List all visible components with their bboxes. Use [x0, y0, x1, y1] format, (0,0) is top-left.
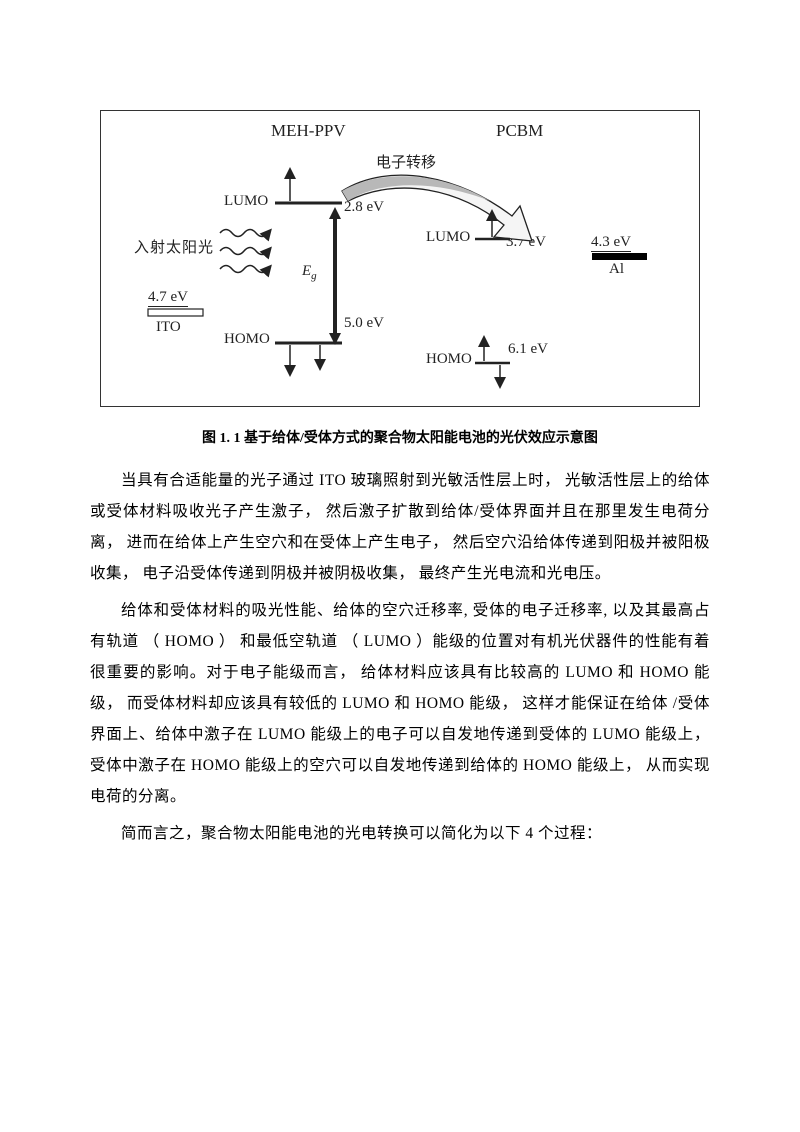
- paragraph-2: 给体和受体材料的吸光性能、给体的空穴迁移率, 受体的电子迁移率, 以及其最高占有…: [90, 595, 710, 812]
- body-text: 当具有合适能量的光子通过 ITO 玻璃照射到光敏活性层上时， 光敏活性层上的给体…: [90, 465, 710, 849]
- page: MEH-PPV PCBM 电子转移 入射太阳光 LUMO HOMO 2.8 eV…: [0, 0, 800, 895]
- diagram-svg: [116, 121, 684, 391]
- energy-diagram: MEH-PPV PCBM 电子转移 入射太阳光 LUMO HOMO 2.8 eV…: [100, 110, 700, 407]
- paragraph-3: 简而言之，聚合物太阳能电池的光电转换可以简化为以下 4 个过程：: [90, 818, 710, 849]
- diagram-canvas: MEH-PPV PCBM 电子转移 入射太阳光 LUMO HOMO 2.8 eV…: [116, 121, 684, 391]
- figure-caption: 图 1. 1 基于给体/受体方式的聚合物太阳能电池的光伏效应示意图: [90, 427, 710, 447]
- paragraph-1: 当具有合适能量的光子通过 ITO 玻璃照射到光敏活性层上时， 光敏活性层上的给体…: [90, 465, 710, 589]
